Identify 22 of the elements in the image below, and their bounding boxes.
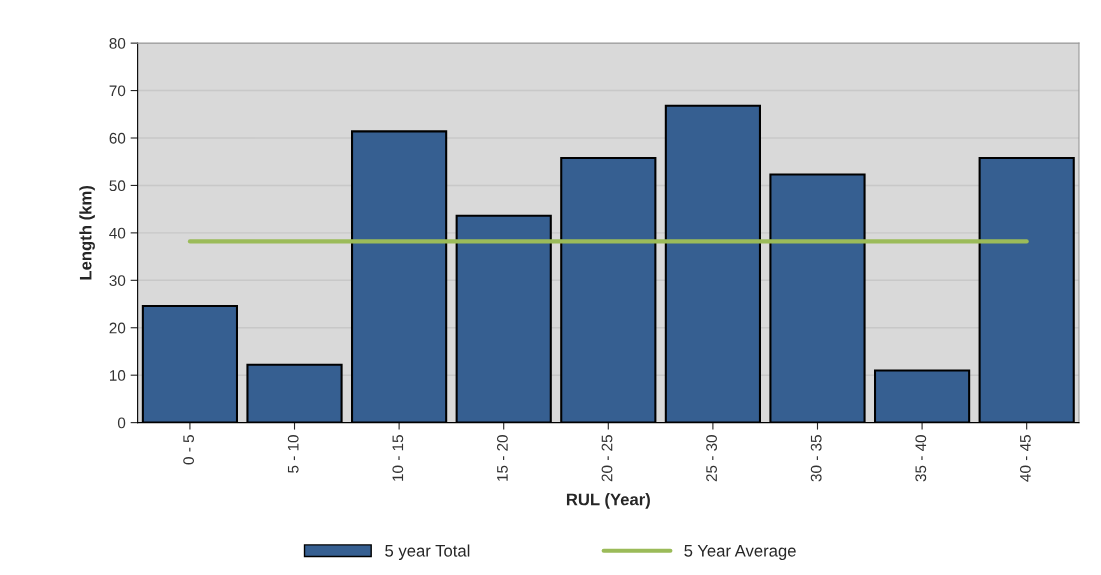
- legend-label: 5 year Total: [385, 544, 470, 560]
- y-tick-label: 10: [109, 370, 126, 381]
- y-tick-label: 20: [109, 322, 126, 334]
- x-axis-title: RUL (Year): [566, 493, 650, 509]
- x-tick-label: 25 - 30: [706, 435, 717, 482]
- y-tick-label: 30: [109, 275, 126, 286]
- x-tick-label: 35 - 40: [915, 435, 927, 482]
- x-tick-label: 40 - 45: [1019, 435, 1031, 482]
- x-tick-label: 5 - 10: [287, 435, 299, 473]
- x-tick-label: 10 - 15: [392, 435, 404, 481]
- x-tick-label: 30 - 35: [810, 435, 822, 482]
- y-tick-label: 70: [109, 85, 126, 97]
- y-tick-label: 50: [109, 180, 126, 192]
- x-tick-label: 20 - 25: [601, 435, 613, 482]
- legend-label: 5 Year Average: [684, 545, 796, 560]
- y-axis-title: Length (km): [79, 186, 95, 280]
- y-tick-label: 0: [117, 417, 126, 429]
- x-tick-label: 15 - 20: [496, 435, 508, 481]
- x-tick-label: 0 - 5: [183, 435, 195, 465]
- y-tick-label: 40: [109, 227, 126, 239]
- y-tick-label: 60: [109, 132, 126, 144]
- y-tick-label: 80: [109, 37, 126, 49]
